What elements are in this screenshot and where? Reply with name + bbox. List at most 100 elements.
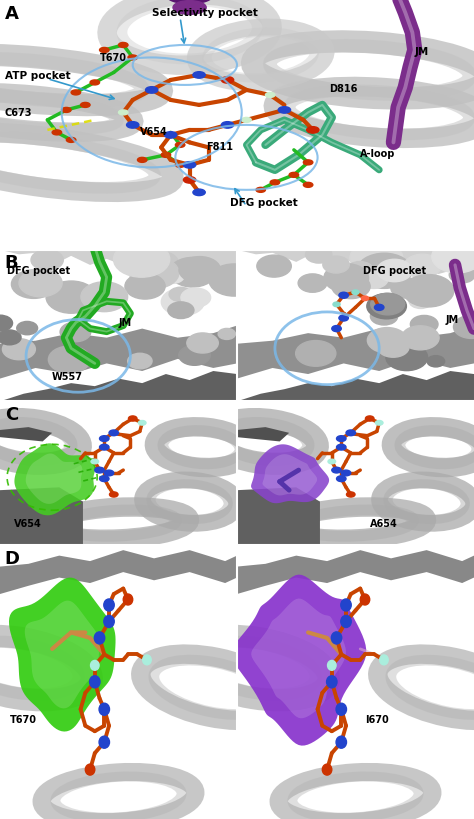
Circle shape [370, 308, 398, 325]
Polygon shape [0, 325, 237, 378]
Circle shape [125, 274, 165, 299]
Text: D: D [5, 550, 20, 568]
Circle shape [95, 467, 104, 473]
Circle shape [99, 736, 109, 749]
Circle shape [28, 276, 50, 291]
Circle shape [169, 287, 191, 301]
Circle shape [404, 254, 441, 278]
Polygon shape [0, 428, 52, 441]
Circle shape [303, 160, 313, 165]
Polygon shape [237, 325, 474, 378]
Circle shape [81, 282, 128, 312]
Circle shape [350, 241, 403, 275]
Text: DFG pocket: DFG pocket [7, 266, 70, 276]
Circle shape [2, 338, 36, 360]
Circle shape [306, 247, 332, 263]
Circle shape [100, 48, 109, 52]
Circle shape [360, 594, 370, 605]
Polygon shape [25, 600, 100, 708]
Circle shape [104, 470, 114, 476]
Text: C673: C673 [5, 108, 32, 118]
Circle shape [332, 274, 370, 299]
Circle shape [99, 704, 109, 715]
Circle shape [179, 256, 220, 283]
Polygon shape [263, 455, 317, 495]
Polygon shape [231, 575, 366, 745]
Circle shape [331, 632, 342, 644]
Circle shape [377, 337, 409, 357]
Text: A654: A654 [370, 519, 398, 529]
Circle shape [143, 655, 151, 665]
Circle shape [31, 250, 64, 270]
Circle shape [361, 296, 369, 301]
Text: DFG pocket: DFG pocket [363, 266, 426, 276]
Circle shape [401, 326, 439, 350]
Circle shape [129, 257, 179, 288]
Circle shape [307, 127, 319, 133]
Text: JM: JM [415, 47, 429, 57]
Circle shape [409, 293, 432, 309]
Circle shape [346, 430, 356, 436]
Circle shape [164, 132, 177, 138]
Circle shape [332, 325, 341, 332]
Circle shape [168, 302, 194, 319]
Circle shape [113, 242, 170, 277]
Circle shape [289, 172, 299, 178]
Circle shape [118, 110, 128, 115]
Text: D816: D816 [329, 84, 358, 94]
Circle shape [270, 180, 280, 185]
Circle shape [341, 470, 351, 476]
Circle shape [339, 292, 348, 298]
Polygon shape [0, 250, 237, 277]
Circle shape [48, 346, 91, 373]
Circle shape [367, 328, 407, 353]
Circle shape [187, 267, 207, 280]
Circle shape [323, 256, 349, 273]
Circle shape [138, 420, 146, 425]
Circle shape [90, 80, 100, 85]
Polygon shape [0, 550, 237, 594]
Circle shape [454, 315, 474, 338]
Circle shape [367, 293, 406, 319]
Circle shape [333, 302, 340, 306]
Polygon shape [26, 454, 82, 504]
Circle shape [332, 467, 341, 473]
Circle shape [81, 102, 90, 107]
Circle shape [375, 420, 383, 425]
Circle shape [161, 288, 204, 315]
Circle shape [322, 764, 332, 775]
Circle shape [127, 122, 139, 128]
Circle shape [19, 269, 62, 296]
Circle shape [374, 305, 384, 310]
Circle shape [427, 355, 445, 367]
Circle shape [337, 476, 346, 482]
Circle shape [11, 270, 56, 298]
Circle shape [181, 288, 210, 307]
Circle shape [256, 188, 265, 192]
Text: B: B [5, 255, 18, 273]
Circle shape [104, 599, 114, 611]
Circle shape [432, 240, 474, 273]
Circle shape [52, 130, 62, 135]
Circle shape [91, 459, 99, 464]
Text: JM: JM [118, 318, 132, 328]
Circle shape [328, 459, 336, 464]
Circle shape [377, 260, 412, 282]
Polygon shape [0, 487, 83, 545]
Circle shape [330, 271, 359, 290]
Circle shape [327, 676, 337, 688]
Circle shape [380, 655, 388, 665]
Text: I670: I670 [365, 715, 389, 725]
Text: ATP pocket: ATP pocket [5, 70, 70, 81]
Circle shape [128, 353, 152, 369]
Circle shape [94, 632, 105, 644]
Circle shape [62, 107, 71, 112]
Circle shape [146, 252, 178, 272]
Circle shape [187, 333, 219, 353]
Circle shape [123, 594, 133, 605]
Polygon shape [9, 577, 116, 731]
Circle shape [337, 444, 346, 450]
Circle shape [324, 264, 369, 292]
Circle shape [352, 290, 359, 295]
Circle shape [85, 764, 95, 775]
